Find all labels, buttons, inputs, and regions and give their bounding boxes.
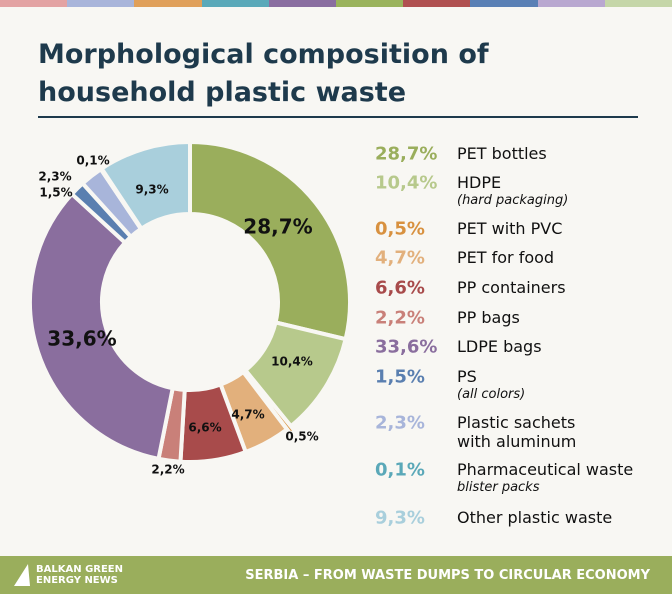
footer-text: SERBIA – FROM WASTE DUMPS TO CIRCULAR EC… <box>245 568 650 583</box>
slice-label: 2,2% <box>151 463 184 477</box>
slice-label: 9,3% <box>135 183 168 197</box>
slice-label: 1,5% <box>39 186 72 200</box>
logo-line: BALKAN GREEN <box>36 564 124 575</box>
donut-slice <box>188 139 352 342</box>
legend-value: 2,2% <box>375 307 425 329</box>
legend-value: 33,6% <box>375 336 438 358</box>
title-rule <box>38 116 638 118</box>
donut-slice <box>28 191 176 462</box>
legend-value: 28,7% <box>375 143 438 165</box>
title: Morphological composition of household p… <box>38 39 489 108</box>
slice-label: 2,3% <box>38 170 71 184</box>
slice-label: 10,4% <box>271 355 313 369</box>
slice-label: 4,7% <box>231 408 264 422</box>
donut-slice <box>98 139 192 232</box>
legend-note: blister packs <box>457 480 540 495</box>
legend-label: PET with PVC <box>457 219 563 238</box>
logo-icon <box>14 564 30 586</box>
legend-label: PET for food <box>457 248 555 267</box>
legend-label: Pharmaceutical waste <box>457 460 634 479</box>
slice-label: 0,1% <box>76 154 109 168</box>
legend-note: (all colors) <box>457 387 526 402</box>
legend-value: 2,3% <box>375 412 425 434</box>
footer: BALKAN GREEN ENERGY NEWS SERBIA – FROM WA… <box>0 556 672 594</box>
legend-note: (hard packaging) <box>457 193 569 208</box>
legend-value: 9,3% <box>375 507 425 529</box>
legend-value: 0,1% <box>375 459 425 481</box>
legend-label: PET bottles <box>457 144 547 163</box>
slice-label: 0,5% <box>285 430 318 444</box>
slice-label: 6,6% <box>188 421 221 435</box>
legend-label: HDPE <box>457 173 502 192</box>
legend-label: Other plastic waste <box>457 508 613 527</box>
legend-value: 4,7% <box>375 247 425 269</box>
legend-value: 10,4% <box>375 172 438 194</box>
legend-value: 0,5% <box>375 218 425 240</box>
legend-label: PP containers <box>457 278 566 297</box>
legend-label: PP bags <box>457 308 520 327</box>
slice-label: 28,7% <box>243 215 312 239</box>
color-strip <box>0 0 672 7</box>
legend-label: PS <box>457 367 477 386</box>
slice-label: 33,6% <box>47 327 116 351</box>
legend-value: 6,6% <box>375 277 425 299</box>
logo: BALKAN GREEN ENERGY NEWS <box>36 564 123 586</box>
legend-label: LDPE bags <box>457 337 542 356</box>
logo-line: ENERGY NEWS <box>36 575 118 586</box>
legend-label: Plastic sachets with aluminum <box>457 413 577 451</box>
legend-value: 1,5% <box>375 366 425 388</box>
